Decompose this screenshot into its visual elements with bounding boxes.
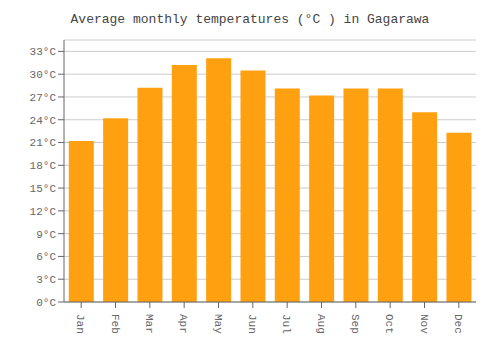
svg-text:Feb: Feb (109, 314, 121, 334)
svg-text:33°C: 33°C (30, 46, 57, 58)
svg-text:Oct: Oct (383, 314, 395, 334)
html-text:Average monthly temperatures (: Average monthly temperatures (°C ) in Ga… (70, 12, 430, 27)
svg-text:Jul: Jul (280, 314, 292, 334)
svg-text:24°C: 24°C (30, 115, 57, 127)
svg-text:9°C: 9°C (36, 229, 56, 241)
svg-text:21°C: 21°C (30, 137, 57, 149)
svg-text:18°C: 18°C (30, 160, 57, 172)
svg-text:Apr: Apr (177, 314, 189, 334)
svg-text:30°C: 30°C (30, 69, 57, 81)
svg-text:27°C: 27°C (30, 92, 57, 104)
svg-text:Aug: Aug (315, 314, 327, 334)
svg-text:Dec: Dec (452, 314, 464, 334)
svg-text:3°C: 3°C (36, 274, 56, 286)
svg-text:Sep: Sep (349, 314, 361, 334)
svg-text:6°C: 6°C (36, 251, 56, 263)
svg-text:15°C: 15°C (30, 183, 57, 195)
svg-text:Mar: Mar (143, 314, 155, 334)
svg-text:Jan: Jan (74, 314, 86, 334)
svg-text:May: May (212, 314, 224, 334)
svg-text:Nov: Nov (418, 314, 430, 334)
svg-text:0°C: 0°C (36, 297, 56, 309)
svg-text:12°C: 12°C (30, 206, 57, 218)
svg-text:Jun: Jun (246, 314, 258, 334)
